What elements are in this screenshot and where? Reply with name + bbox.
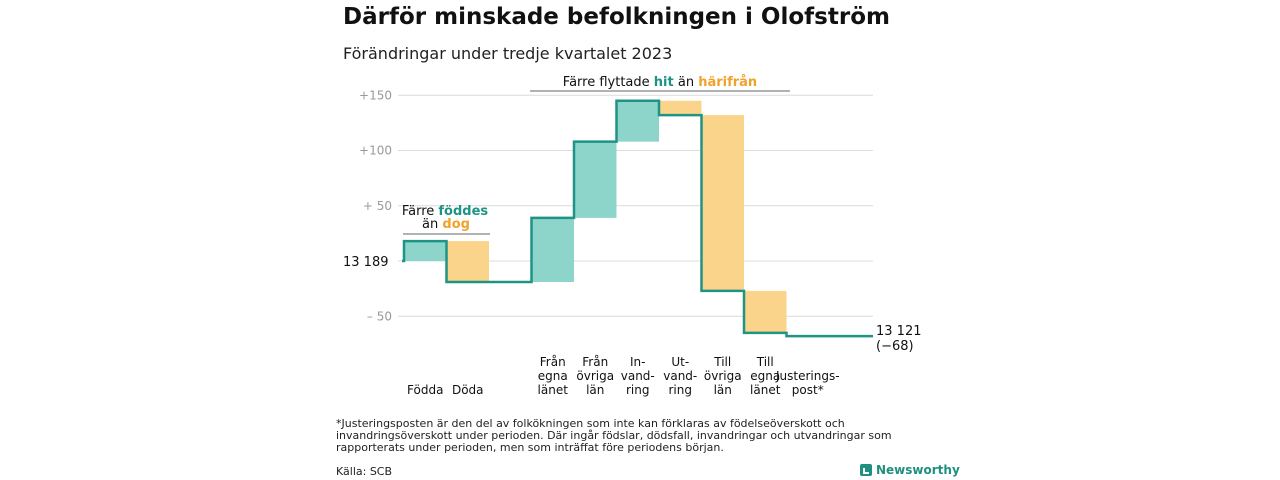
annotation-migration: Färre flyttade hit än härifrån: [563, 75, 757, 90]
brand-logo: Newsworthy: [860, 463, 960, 477]
category-label: Från: [582, 355, 608, 369]
start-value-label: 13 189: [343, 255, 389, 270]
bar-outflow: [659, 100, 702, 116]
category-label: vand-: [663, 369, 697, 383]
newsworthy-logo-icon: [860, 464, 872, 476]
bars: [404, 100, 787, 333]
brand-name: Newsworthy: [876, 463, 960, 477]
waterfall-chart: +150 +100 + 50 – 50 13 189 13 121(−68) Födda…: [343, 75, 922, 397]
category-label: länet: [750, 383, 781, 397]
bar-inflow: [404, 241, 447, 261]
category-label: Till: [713, 355, 731, 369]
category-label: län: [586, 383, 604, 397]
category-label: Födda: [407, 383, 443, 397]
category-label: Ut-: [671, 355, 689, 369]
category-label: ring: [626, 383, 650, 397]
annotation-deaths: än dog: [422, 217, 470, 232]
category-label: egna: [750, 369, 780, 383]
category-labels: Födda DödaFrånegnalänetFrånövrigalänIn-va…: [407, 355, 839, 397]
category-label: egna: [538, 369, 568, 383]
y-tick-label: – 50: [367, 309, 392, 323]
chart-title: Därför minskade befolkningen i Olofström: [343, 4, 890, 30]
source-note: Källa: SCB: [336, 465, 393, 478]
category-label: ring: [669, 383, 693, 397]
category-label: In-: [630, 355, 645, 369]
end-change-label: (−68): [876, 339, 914, 354]
y-axis-ticks: +150 +100 + 50 – 50 13 189: [343, 88, 392, 323]
end-value-label: 13 121: [876, 324, 922, 339]
bar-outflow: [701, 115, 744, 291]
chart-subtitle: Förändringar under tredje kvartalet 2023: [343, 44, 673, 63]
bar-outflow: [446, 241, 489, 282]
footnote: *Justeringsposten är den del av folkökni…: [336, 417, 892, 454]
step-line: 13 121(−68): [402, 99, 922, 354]
bar-inflow: [574, 141, 617, 218]
bar-inflow: [531, 217, 574, 282]
category-label: vand-: [621, 369, 655, 383]
category-label: Från: [540, 355, 566, 369]
category-label: län: [714, 383, 732, 397]
category-label: länet: [538, 383, 569, 397]
y-tick-label: +150: [359, 88, 392, 102]
category-label: Till: [756, 355, 774, 369]
category-label: övriga: [576, 369, 614, 383]
annotation-births: Färre föddes: [402, 204, 489, 219]
cumulative-step-line: [402, 99, 873, 338]
category-label: post*: [792, 383, 824, 397]
y-tick-label: +100: [359, 144, 392, 158]
bar-inflow: [616, 100, 659, 142]
category-label: övriga: [704, 369, 742, 383]
category-label: Justerings-: [775, 369, 840, 383]
category-label: Döda: [452, 383, 484, 397]
bar-outflow: [744, 290, 787, 333]
y-tick-label: + 50: [363, 199, 392, 213]
